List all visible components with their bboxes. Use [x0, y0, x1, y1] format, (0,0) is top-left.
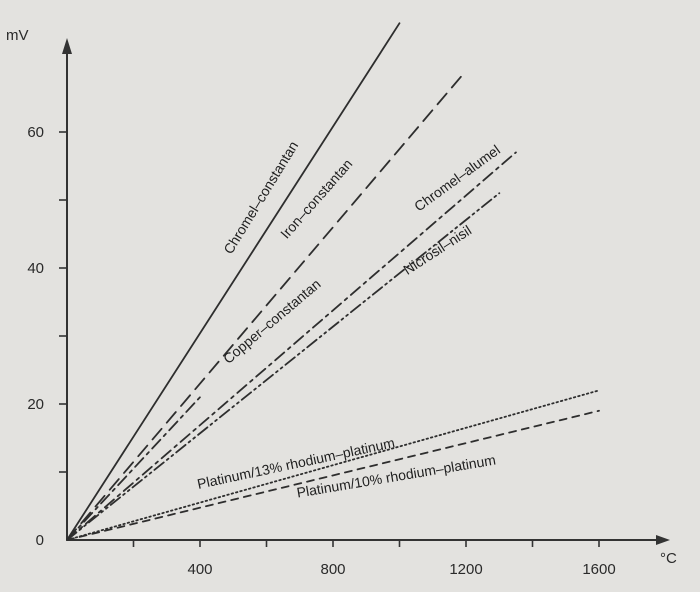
ticks: 400 800 1200 1600 0 20 40 60: [27, 124, 615, 578]
series-line: [66, 409, 600, 541]
y-unit-label: mV: [6, 27, 29, 44]
series-line: [66, 396, 201, 541]
y-axis-arrow: [62, 38, 72, 54]
series-line: [66, 151, 517, 541]
y-tick-label: 0: [36, 532, 44, 549]
series-lines: [66, 22, 600, 541]
y-tick-label: 20: [27, 396, 44, 413]
series-line: [66, 192, 501, 541]
x-axis-arrow: [656, 535, 670, 545]
series-label: Nicrosil–nisil: [400, 222, 474, 278]
x-tick-label: 1600: [582, 561, 615, 578]
x-tick-label: 1200: [449, 561, 482, 578]
x-unit-label: °C: [660, 550, 677, 567]
y-tick-label: 40: [27, 260, 44, 277]
x-tick-label: 400: [187, 561, 212, 578]
series-line: [66, 69, 467, 541]
x-tick-label: 800: [320, 561, 345, 578]
axes: [62, 38, 670, 545]
series-label: Iron–constantan: [277, 156, 355, 242]
labels: Chromel–constantanIron–constantanCopper–…: [196, 138, 503, 500]
series-label: Chromel–alumel: [411, 142, 503, 215]
series-line: [66, 22, 401, 541]
y-tick-label: 60: [27, 124, 44, 141]
series-line: [66, 389, 600, 541]
series-label: Copper–constantan: [220, 276, 324, 367]
